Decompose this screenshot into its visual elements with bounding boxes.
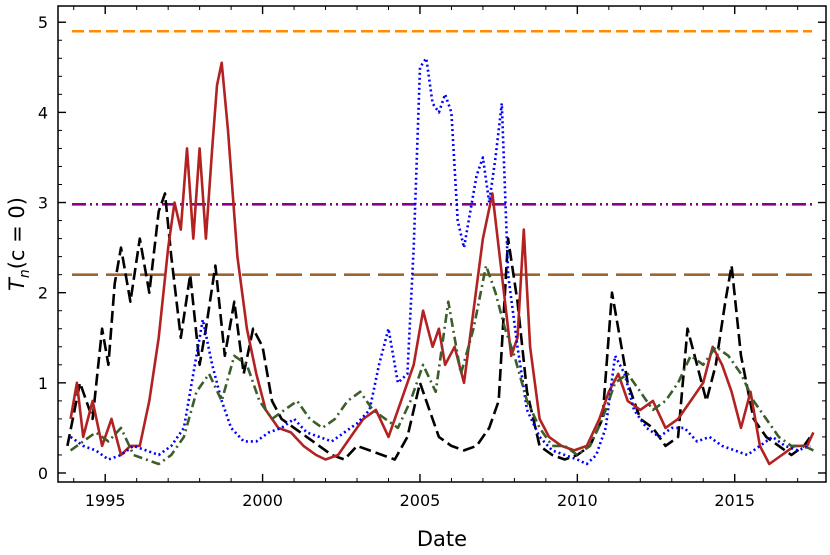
y-tick-label: 3 [38,194,48,213]
series-line-1 [66,192,812,461]
x-tick-label: 2005 [400,491,441,510]
x-tick-label: 2000 [242,491,283,510]
series-line-3 [69,57,811,466]
x-axis-title: Date [417,527,467,551]
y-tick-label: 0 [38,464,48,483]
y-tick-label: 5 [38,13,48,32]
x-tick-label: 2010 [557,491,598,510]
x-tick-label: 1995 [85,491,126,510]
y-axis-title: Tn(c = 0) [5,197,33,291]
y-tick-label: 1 [38,374,48,393]
series-line-4 [69,264,814,466]
y-tick-label: 2 [38,284,48,303]
y-tick-label: 4 [38,103,48,122]
plot-area [57,5,827,483]
series-line-2 [69,61,815,466]
x-tick-label: 2015 [714,491,755,510]
